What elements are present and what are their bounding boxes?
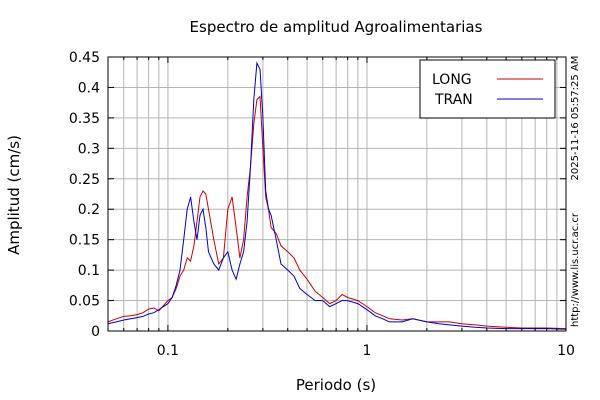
legend-label-tran: TRAN <box>434 92 473 108</box>
series-line-tran <box>107 61 567 330</box>
y-tick-label: 0.1 <box>78 263 100 279</box>
y-tick-label: 0.2 <box>78 202 100 218</box>
y-tick-label: 0.15 <box>69 233 100 249</box>
source-url-text: http://www.lis.ucr.ac.cr <box>570 212 581 327</box>
series-line-long <box>107 95 567 330</box>
y-tick-label: 0 <box>91 324 100 340</box>
y-tick-label: 0.25 <box>69 172 100 188</box>
x-tick-label: 0.1 <box>157 343 179 359</box>
x-axis-label: Periodo (s) <box>296 376 376 394</box>
grid-lines <box>107 56 566 332</box>
y-tick-label: 0.35 <box>69 111 100 127</box>
plot-frame <box>107 56 567 332</box>
y-tick-label: 0.3 <box>78 141 100 157</box>
legend: LONG TRAN <box>419 59 556 119</box>
timestamp-text: 2025-11-16 05:57:25 AM <box>570 56 581 181</box>
axis-ticks: 0 0.05 0.1 0.15 0.2 0.25 0.3 0.35 0.4 0.45 0.1 1 10 <box>69 50 575 359</box>
y-tick-label: 0.05 <box>69 294 100 310</box>
y-axis-label: Amplitud (cm/s) <box>5 135 23 255</box>
legend-label-long: LONG <box>432 72 472 88</box>
x-tick-label: 10 <box>557 343 575 359</box>
y-tick-label: 0.4 <box>78 80 100 96</box>
x-tick-label: 1 <box>362 343 371 359</box>
y-tick-label: 0.45 <box>69 50 100 66</box>
legend-box <box>419 59 556 119</box>
series-layer <box>107 61 567 330</box>
chart-title: Espectro de amplitud Agroalimentarias <box>190 18 483 36</box>
